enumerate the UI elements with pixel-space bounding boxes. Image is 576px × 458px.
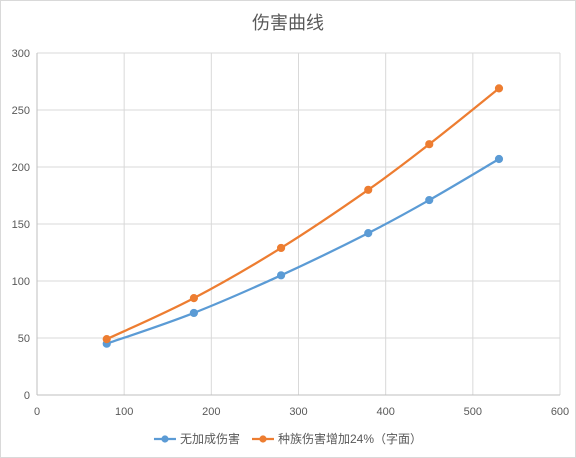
legend-marker <box>259 435 267 443</box>
series-line-1 <box>106 158 500 345</box>
series-2-point <box>364 185 373 194</box>
legend-label: 种族伤害增加24%（字面） <box>278 431 422 446</box>
series-2-point <box>102 335 111 344</box>
x-tick-label: 400 <box>376 406 394 418</box>
y-tick-label: 0 <box>24 390 30 402</box>
grid <box>37 52 561 395</box>
series-layer <box>102 84 504 348</box>
x-tick-label: 0 <box>34 406 40 418</box>
series-1-point <box>276 271 286 280</box>
y-tick-label: 50 <box>18 333 30 345</box>
legend-marker <box>161 435 169 443</box>
series-2-point <box>425 140 434 149</box>
y-tick-label: 300 <box>12 48 30 60</box>
chart-title: 伤害曲线 <box>252 13 324 34</box>
series-1-point <box>494 154 504 164</box>
series-2-point <box>276 243 286 253</box>
legend: 无加成伤害 种族伤害增加24%（字面） <box>153 431 422 446</box>
series-line-2 <box>106 87 500 341</box>
series-2-point <box>189 294 198 303</box>
legend-item-2: 种族伤害增加24%（字面） <box>251 431 422 446</box>
series-1-point <box>364 229 373 238</box>
series-1-point <box>189 308 198 318</box>
y-tick-label: 100 <box>12 276 30 288</box>
legend-label: 无加成伤害 <box>180 431 240 446</box>
series-1-point <box>425 195 434 205</box>
y-tick-label: 250 <box>12 105 30 117</box>
x-tick-label: 500 <box>464 406 482 418</box>
x-tick-label: 300 <box>289 406 307 418</box>
x-tick-label: 600 <box>551 406 569 418</box>
x-tick-label: 200 <box>202 406 220 418</box>
x-tick-label: 100 <box>115 406 133 418</box>
y-tick-label: 150 <box>12 219 30 231</box>
axes: 0 50 100 150 200 250 300 0 100 200 300 400 500 600 <box>12 48 570 418</box>
series-2-point <box>494 84 504 93</box>
y-tick-label: 200 <box>12 162 30 174</box>
legend-item-1: 无加成伤害 <box>153 431 240 446</box>
